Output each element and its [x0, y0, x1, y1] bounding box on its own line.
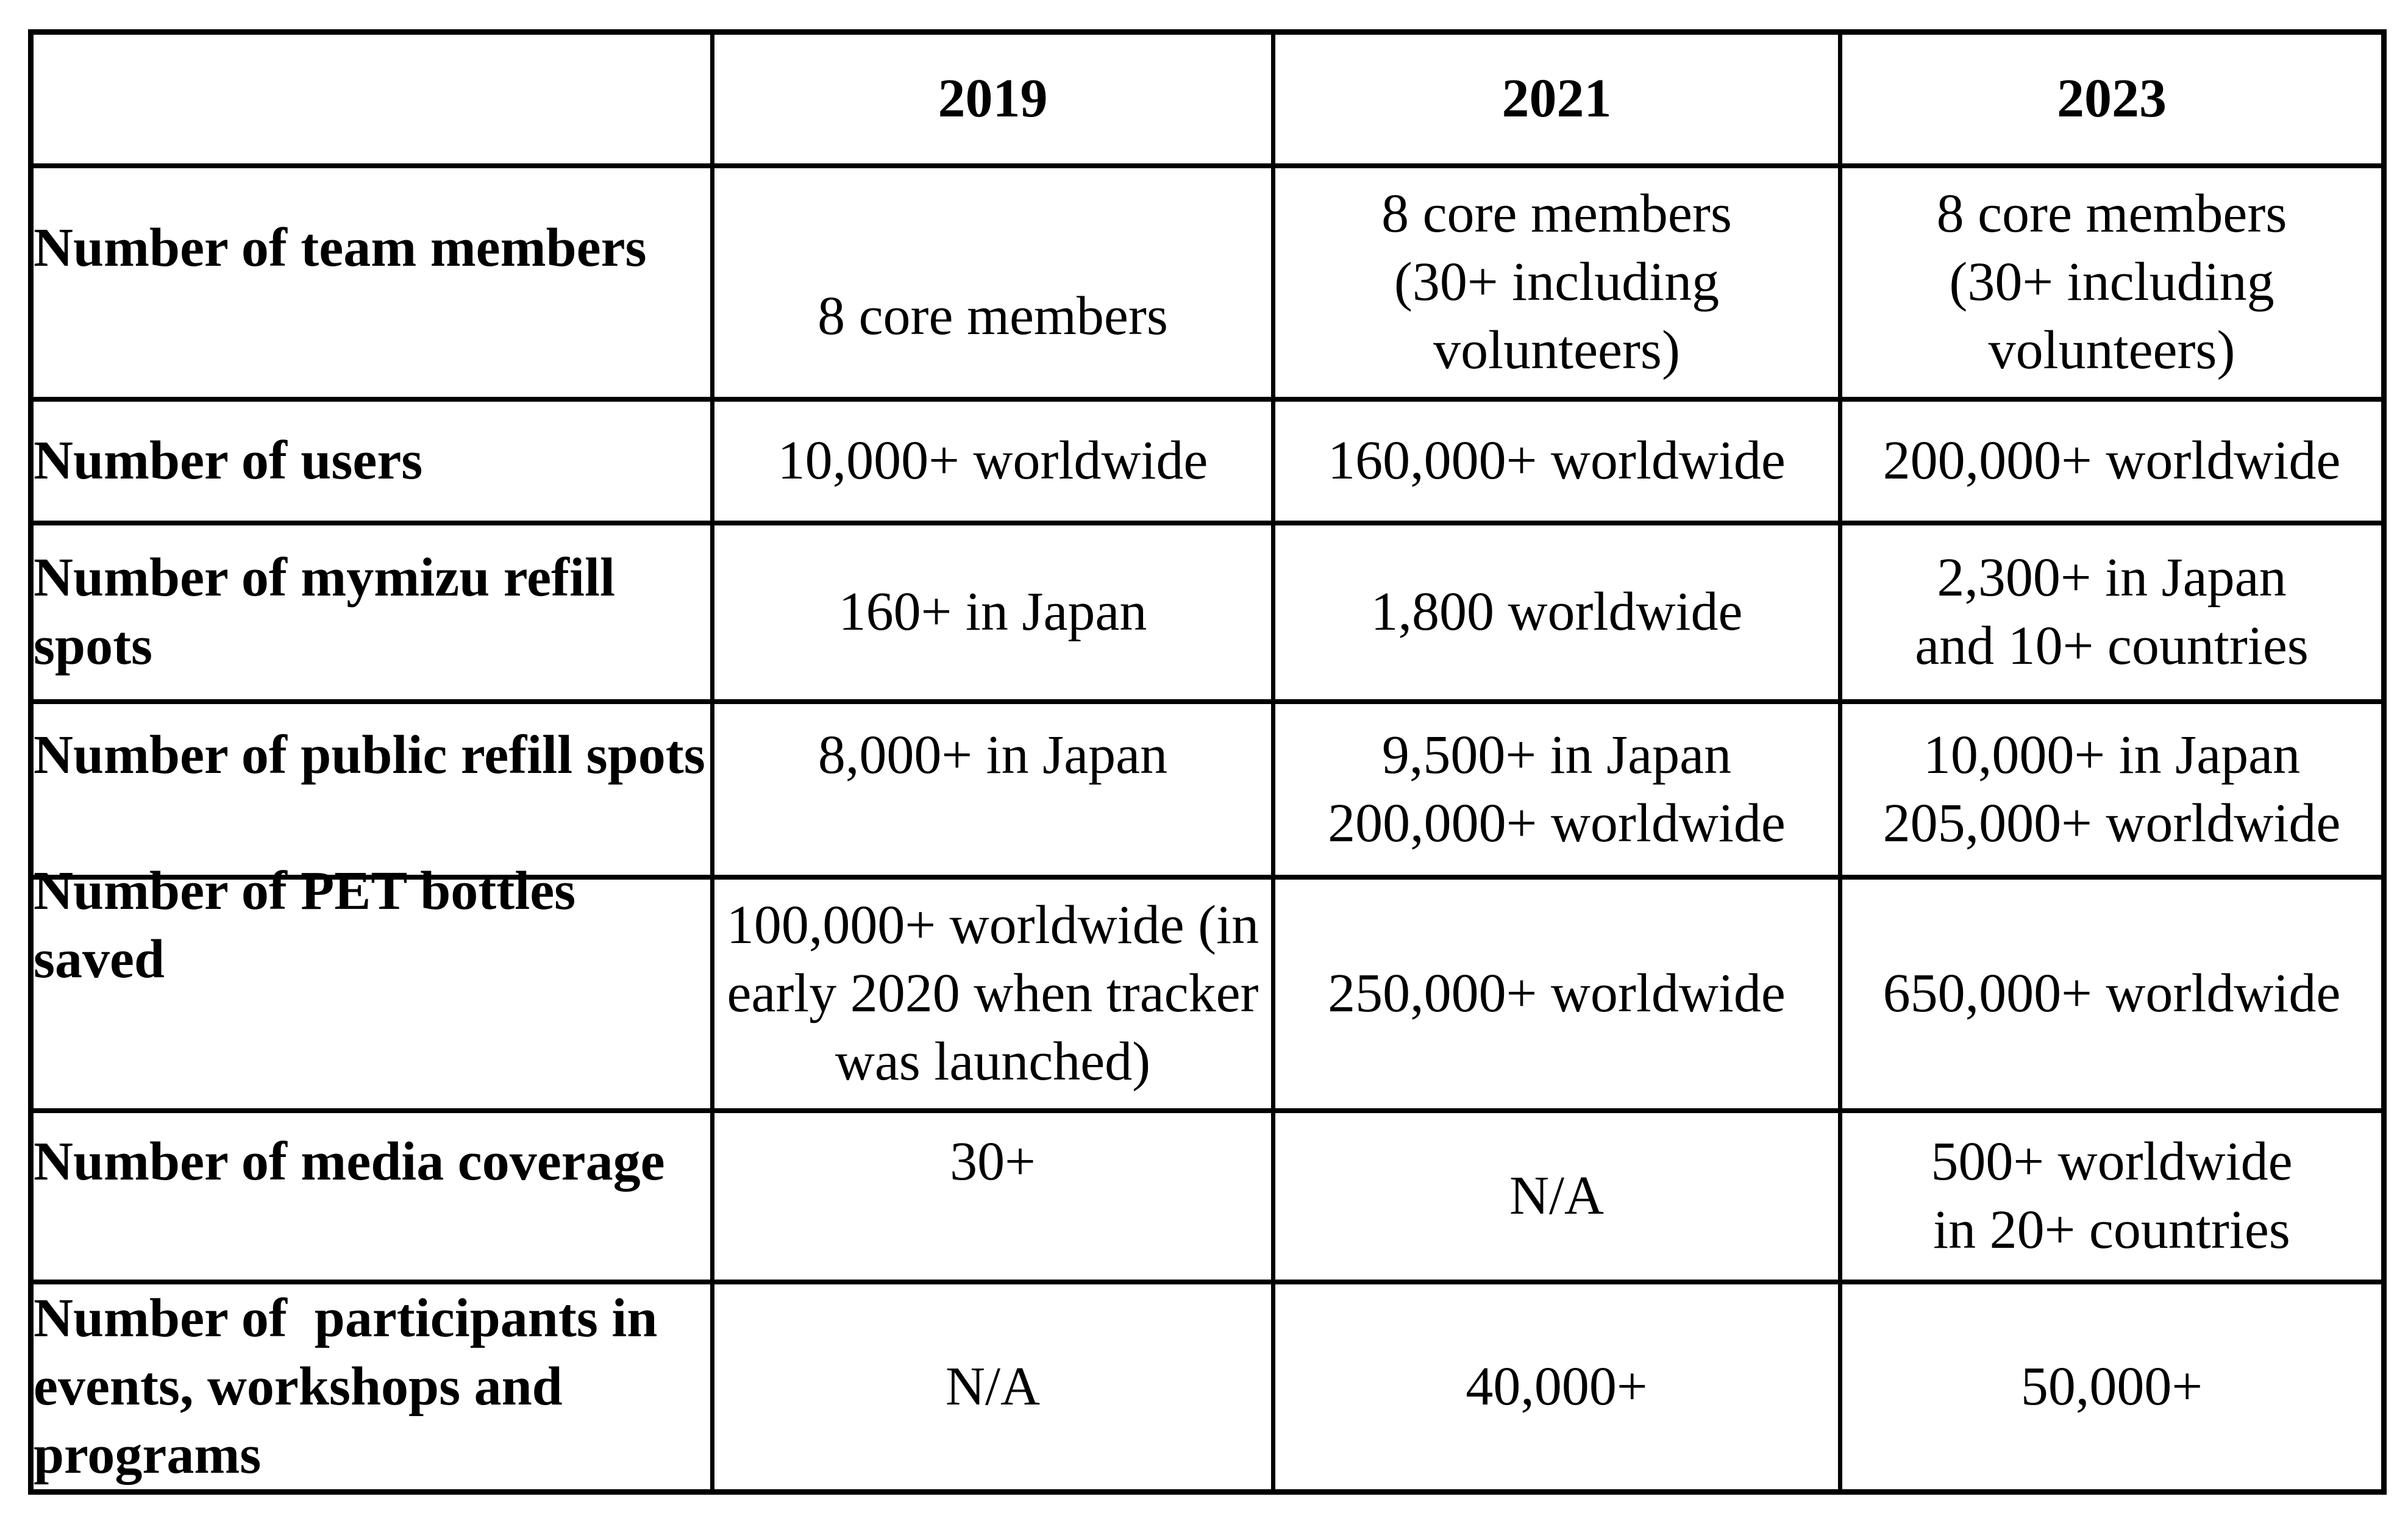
row-label-cell: Number of team members: [29, 163, 714, 402]
row-label: Number of participants in events, worksh…: [34, 1287, 658, 1485]
cell-value: 160,000+ worldwide: [1328, 430, 1786, 491]
row-label-cell: Number of media coverage: [29, 1108, 714, 1284]
row-label: Number of users: [34, 430, 423, 491]
row-label-cell: Number of participants in events, worksh…: [29, 1279, 714, 1494]
value-cell-2023: 2,300+ in Japan and 10+ countries: [1838, 520, 2386, 704]
row-label-cell: Number of public refill spots: [29, 699, 714, 880]
table-row-participants: Number of participants in events, worksh…: [29, 1279, 2386, 1494]
value-cell-2021: 160,000+ worldwide: [1271, 396, 1842, 525]
cell-value: N/A: [1509, 1166, 1604, 1226]
cell-value: 650,000+ worldwide: [1883, 963, 2341, 1024]
cell-value: 200,000+ worldwide: [1883, 430, 2341, 491]
value-cell-2021: 40,000+: [1271, 1279, 1842, 1494]
value-cell-2019: 8 core members: [710, 163, 1275, 402]
value-cell-2023: 10,000+ in Japan 205,000+ worldwide: [1838, 699, 2386, 880]
cell-value: N/A: [946, 1356, 1040, 1417]
cell-value: 250,000+ worldwide: [1328, 963, 1786, 1024]
cell-value: 2,300+ in Japan and 10+ countries: [1915, 547, 2309, 676]
row-label-cell: Number of mymizu refill spots: [29, 520, 714, 704]
value-cell-2019: 8,000+ in Japan: [710, 699, 1275, 880]
header-row: 2019 2021 2023: [29, 29, 2386, 168]
stats-table: 2019 2021 2023 Number of team members 8 …: [28, 29, 2387, 1495]
cell-value: 8 core members (30+ including volunteers…: [1381, 183, 1732, 380]
row-label: Number of public refill spots: [34, 724, 705, 785]
value-cell-2019: N/A: [710, 1279, 1275, 1494]
cell-value: 50,000+: [2020, 1356, 2203, 1417]
cell-value: 40,000+: [1466, 1356, 1648, 1417]
row-label: Number of mymizu refill spots: [34, 547, 616, 676]
cell-value: 30+: [950, 1131, 1036, 1192]
header-2019-text: 2019: [938, 68, 1048, 129]
value-cell-2021: 8 core members (30+ including volunteers…: [1271, 163, 1842, 402]
value-cell-2021: 1,800 worldwide: [1271, 520, 1842, 704]
value-cell-2021: 9,500+ in Japan 200,000+ worldwide: [1271, 699, 1842, 880]
table-row-pet-bottles-saved: Number of PET bottles saved 100,000+ wor…: [29, 861, 2386, 1113]
cell-value: 9,500+ in Japan 200,000+ worldwide: [1328, 724, 1786, 853]
table-row-public-refill-spots: Number of public refill spots 8,000+ in …: [29, 699, 2386, 880]
value-cell-2019: 10,000+ worldwide: [710, 396, 1275, 525]
header-cell-blank: [29, 29, 714, 168]
value-cell-2019: 30+: [710, 1108, 1275, 1284]
value-cell-2019: 160+ in Japan: [710, 520, 1275, 704]
cell-value: 1,800 worldwide: [1370, 582, 1743, 642]
cell-value: 10,000+ worldwide: [777, 430, 1208, 491]
value-cell-2023: 500+ worldwide in 20+ countries: [1838, 1108, 2386, 1284]
value-cell-2021: 250,000+ worldwide: [1271, 874, 1842, 1113]
row-label-cell: Number of users: [29, 396, 714, 525]
cell-value: 100,000+ worldwide (in early 2020 when t…: [726, 895, 1259, 1092]
table-row-media-coverage: Number of media coverage 30+ N/A 500+ wo…: [29, 1108, 2386, 1284]
cell-value: 8 core members (30+ including volunteers…: [1936, 183, 2287, 380]
header-2023-text: 2023: [2057, 68, 2167, 129]
value-cell-2019: 100,000+ worldwide (in early 2020 when t…: [710, 874, 1275, 1113]
value-cell-2023: 650,000+ worldwide: [1838, 874, 2386, 1113]
cell-value: 500+ worldwide in 20+ countries: [1931, 1131, 2293, 1260]
value-cell-2023: 50,000+: [1838, 1279, 2386, 1494]
header-cell-2021: 2021: [1271, 29, 1842, 168]
cell-value: 8 core members: [818, 286, 1168, 346]
header-2021-text: 2021: [1501, 68, 1612, 129]
table-row-users: Number of users 10,000+ worldwide 160,00…: [29, 396, 2386, 525]
row-label: Number of media coverage: [34, 1131, 665, 1192]
table-row-mymizu-refill-spots: Number of mymizu refill spots 160+ in Ja…: [29, 520, 2386, 704]
value-cell-2023: 8 core members (30+ including volunteers…: [1838, 163, 2386, 402]
header-cell-2023: 2023: [1838, 29, 2386, 168]
row-label: Number of PET bottles saved: [34, 861, 590, 989]
header-cell-2019: 2019: [710, 29, 1275, 168]
cell-value: 10,000+ in Japan 205,000+ worldwide: [1883, 724, 2341, 853]
table-row-team-members: Number of team members 8 core members 8 …: [29, 163, 2386, 402]
cell-value: 8,000+ in Japan: [818, 724, 1168, 785]
row-label: Number of team members: [34, 218, 647, 278]
value-cell-2023: 200,000+ worldwide: [1838, 396, 2386, 525]
value-cell-2021: N/A: [1271, 1108, 1842, 1284]
row-label-cell: Number of PET bottles saved: [29, 861, 714, 1113]
cell-value: 160+ in Japan: [838, 582, 1147, 642]
